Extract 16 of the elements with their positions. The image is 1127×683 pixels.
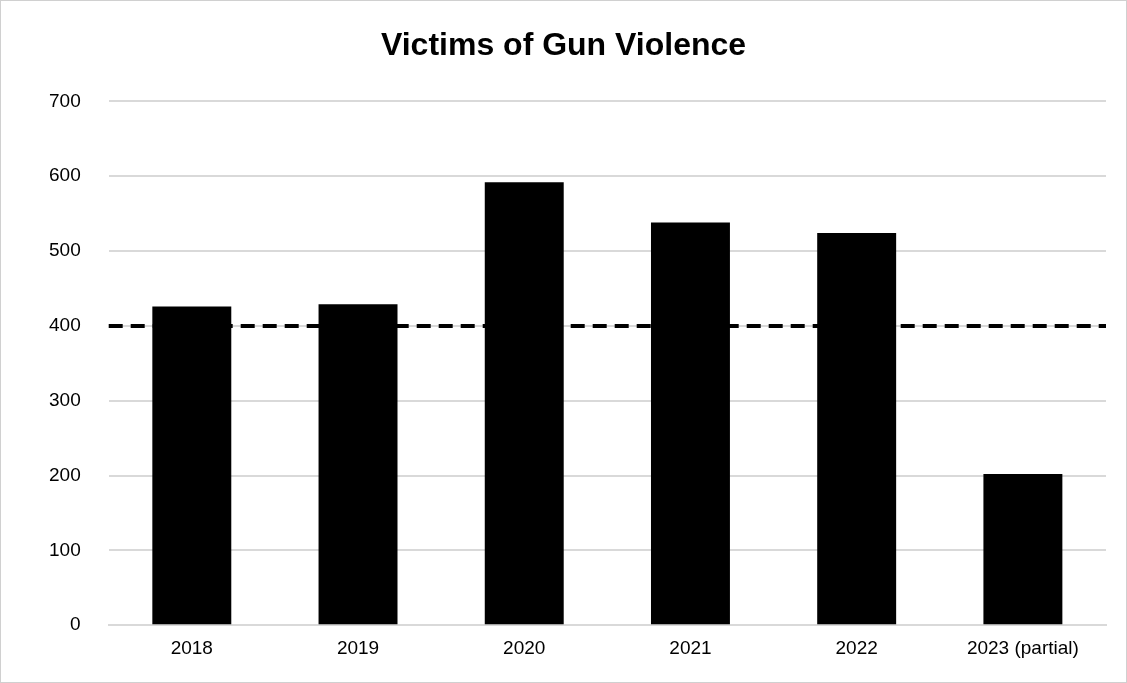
x-tick-label: 2018 [170,636,213,658]
chart-title: Victims of Gun Violence [380,26,747,63]
y-tick-label: 0 [70,613,81,635]
x-tick-label: 2023 (partial) [966,636,1079,658]
y-tick-label: 700 [49,89,81,111]
x-tick-label: 2022 [835,636,878,658]
x-tick-label: 2019 [336,636,380,658]
y-tick-label: 600 [49,164,81,186]
y-tick-label: 400 [49,314,81,336]
y-tick-label: 500 [49,239,81,261]
bar [983,474,1063,625]
y-tick-label: 200 [49,463,81,485]
x-tick-label: 2021 [669,636,712,658]
y-tick-label: 100 [49,538,81,560]
y-tick-label: 300 [49,388,81,410]
x-tick-label: 2020 [503,636,546,658]
